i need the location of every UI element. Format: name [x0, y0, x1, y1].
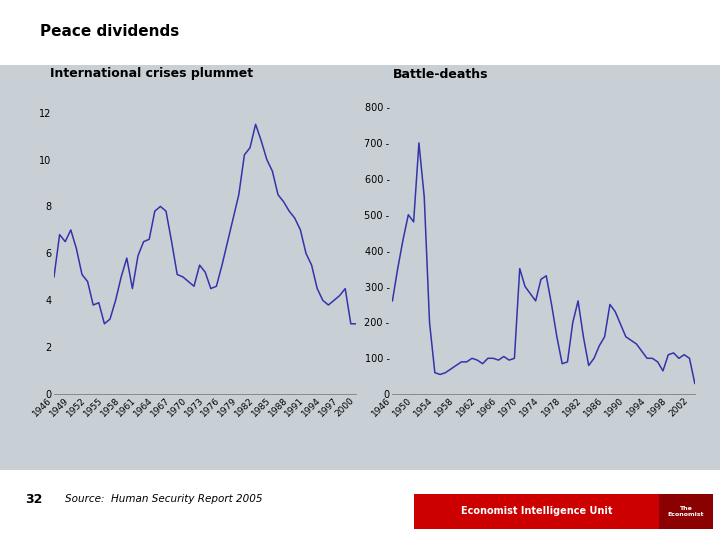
Text: 32: 32	[25, 493, 42, 506]
Text: Peace dividends: Peace dividends	[40, 24, 179, 39]
Text: Source:  Human Security Report 2005: Source: Human Security Report 2005	[65, 495, 262, 504]
Text: Economist Intelligence Unit: Economist Intelligence Unit	[461, 507, 612, 516]
Text: The
Economist: The Economist	[667, 506, 703, 517]
Text: International crises plummet: International crises plummet	[50, 68, 253, 80]
Text: Battle-deaths: Battle-deaths	[392, 68, 488, 80]
